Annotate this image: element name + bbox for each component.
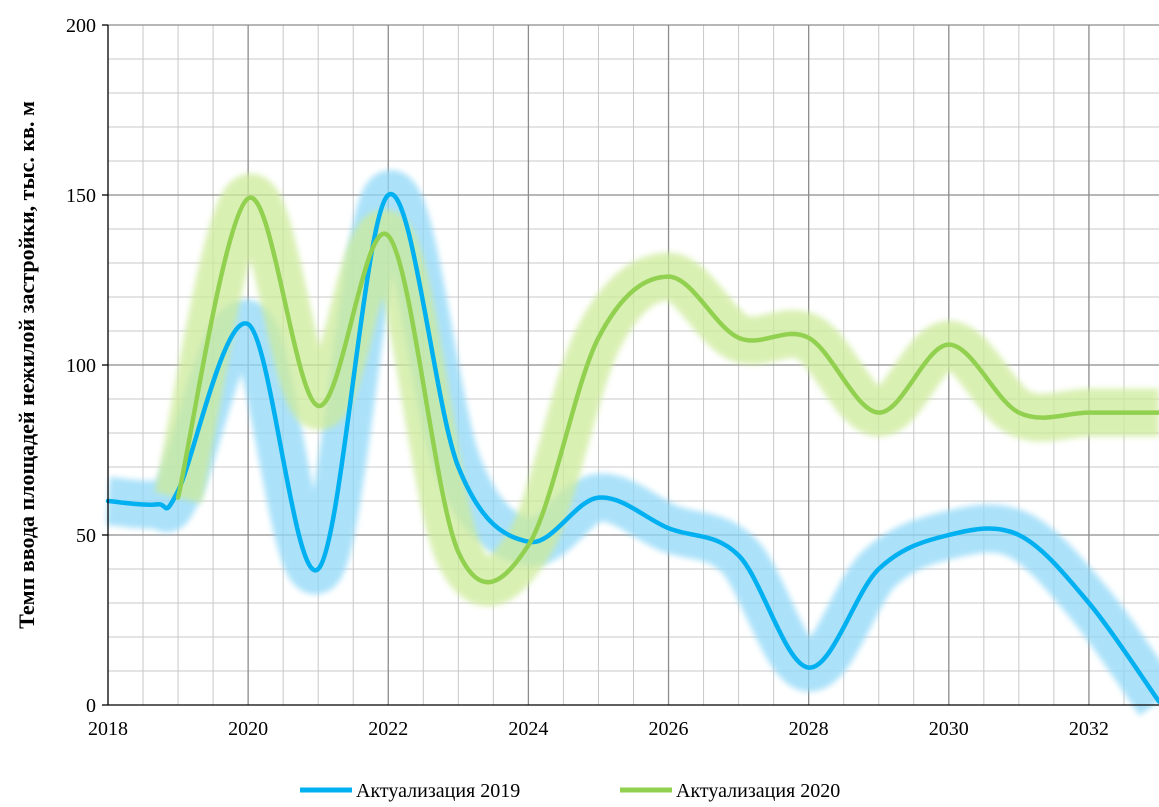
y-tick-label: 200 — [66, 15, 96, 37]
x-tick-label: 2024 — [508, 718, 548, 740]
legend-label-1: Актуализация 2019 — [356, 780, 520, 802]
x-tick-label: 2020 — [228, 718, 268, 740]
series-lines — [105, 192, 1159, 704]
x-tick-label: 2018 — [88, 718, 128, 740]
x-tick-label: 2028 — [789, 718, 829, 740]
legend: Актуализация 2019 Актуализация 2020 — [300, 780, 840, 802]
series-line-2 — [175, 195, 1159, 585]
legend-label-2: Актуализация 2020 — [676, 780, 840, 802]
y-axis-label: Темп ввода площадей нежилой застройки, т… — [14, 101, 39, 629]
x-tick-label: 2022 — [368, 718, 408, 740]
x-tick-label: 2026 — [649, 718, 689, 740]
x-tick-label: 2032 — [1069, 718, 1109, 740]
y-tick-label: 50 — [76, 525, 96, 547]
x-tick-labels: 2018 2020 2022 2024 2026 2028 2030 2032 — [88, 718, 1109, 740]
y-tick-labels: 0 50 100 150 200 — [66, 15, 96, 717]
y-tick-label: 150 — [66, 185, 96, 207]
y-tick-label: 0 — [86, 695, 96, 717]
y-tick-label: 100 — [66, 355, 96, 377]
axes — [102, 24, 1159, 706]
x-tick-label: 2030 — [929, 718, 969, 740]
